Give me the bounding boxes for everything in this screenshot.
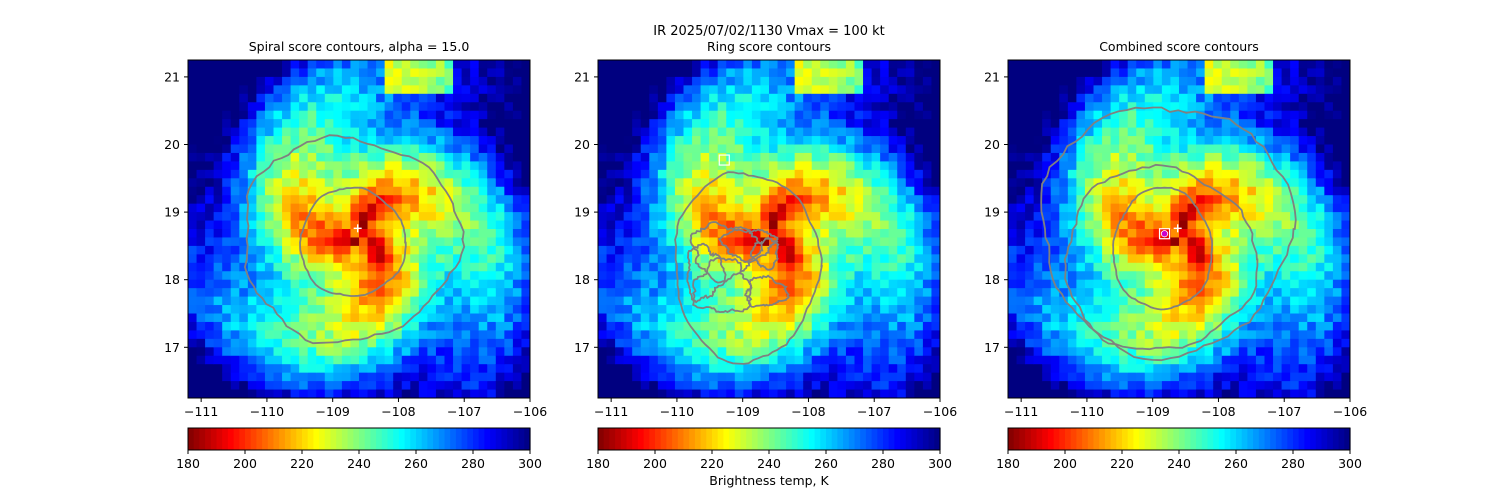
y-tick-label: 19 — [984, 205, 1000, 220]
y-tick-label: 21 — [984, 69, 1000, 84]
colorbar-tick-label: 260 — [814, 456, 838, 471]
colorbar-tick-label: 200 — [643, 456, 667, 471]
panel-title: Combined score contours — [1099, 39, 1259, 54]
x-tick-label: −111 — [184, 404, 218, 419]
colorbar-3: 180 200 220 240 260 280 300 — [996, 428, 1362, 471]
x-tick-label: −111 — [594, 404, 628, 419]
panels: Spiral score contours, alpha = 15.0 −111 −… — [164, 39, 1367, 488]
colorbar-tick-label: 220 — [700, 456, 724, 471]
colorbar-tick-label: 260 — [1224, 456, 1248, 471]
x-tick-label: −111 — [1004, 404, 1038, 419]
y-tick-label: 21 — [574, 69, 590, 84]
x-tick-label: −108 — [791, 404, 825, 419]
colorbar-tick-label: 200 — [233, 456, 257, 471]
x-tick-label: −106 — [1333, 404, 1367, 419]
y-tick-label: 17 — [164, 340, 180, 355]
colorbar-tick-label: 240 — [757, 456, 781, 471]
y-tick-label: 17 — [984, 340, 1000, 355]
panel-1: Spiral score contours, alpha = 15.0 −111 −… — [164, 39, 547, 471]
colorbar-label: Brightness temp, K — [709, 473, 829, 488]
colorbar-1: 180 200 220 240 260 280 300 — [176, 428, 542, 471]
y-tick-label: 19 — [574, 205, 590, 220]
x-tick-label: −107 — [447, 404, 481, 419]
panel-2: Ring score contours −111 −110 −109 −108 −107 −… — [574, 39, 957, 488]
colorbar-tick-label: 180 — [176, 456, 200, 471]
colorbar-tick-label: 180 — [996, 456, 1020, 471]
colorbar-tick-label: 280 — [461, 456, 485, 471]
x-tick-label: −106 — [513, 404, 547, 419]
x-tick-label: −110 — [1070, 404, 1104, 419]
colorbar-tick-label: 240 — [347, 456, 371, 471]
y-tick-label: 20 — [984, 137, 1000, 152]
x-tick-label: −107 — [1267, 404, 1301, 419]
y-tick-label: 21 — [164, 69, 180, 84]
y-tick-label: 20 — [574, 137, 590, 152]
x-tick-label: −108 — [1201, 404, 1235, 419]
y-tick-label: 18 — [164, 272, 180, 287]
colorbar-tick-label: 300 — [518, 456, 542, 471]
x-tick-label: −106 — [923, 404, 957, 419]
colorbar-tick-label: 240 — [1167, 456, 1191, 471]
colorbar-tick-label: 260 — [404, 456, 428, 471]
x-tick-label: −108 — [381, 404, 415, 419]
y-tick-label: 18 — [574, 272, 590, 287]
panel-title: Spiral score contours, alpha = 15.0 — [249, 39, 470, 54]
ir-image-2 — [598, 60, 941, 399]
ir-image-1 — [188, 60, 531, 399]
y-tick-label: 20 — [164, 137, 180, 152]
y-tick-label: 19 — [164, 205, 180, 220]
figure-header: IR 2025/07/02/1130 Vmax = 100 kt — [653, 24, 884, 39]
x-tick-label: −107 — [857, 404, 891, 419]
colorbar-tick-label: 300 — [1338, 456, 1362, 471]
panel-title: Ring score contours — [707, 39, 831, 54]
x-tick-label: −109 — [316, 404, 350, 419]
best-fix-marker — [1161, 231, 1167, 237]
colorbar-2: 180 200 220 240 260 280 300 Brightness temp, K — [586, 428, 952, 488]
panel-3: Combined score contours −111 −110 −109 −108 −… — [984, 39, 1367, 471]
x-tick-label: −109 — [1136, 404, 1170, 419]
colorbar-tick-label: 280 — [871, 456, 895, 471]
colorbar-tick-label: 220 — [290, 456, 314, 471]
colorbar-tick-label: 220 — [1110, 456, 1134, 471]
colorbar-tick-label: 180 — [586, 456, 610, 471]
x-tick-label: −110 — [660, 404, 694, 419]
colorbar-tick-label: 200 — [1053, 456, 1077, 471]
y-tick-label: 18 — [984, 272, 1000, 287]
x-tick-label: −110 — [250, 404, 284, 419]
x-tick-label: −109 — [726, 404, 760, 419]
colorbar-tick-label: 280 — [1281, 456, 1305, 471]
y-tick-label: 17 — [574, 340, 590, 355]
colorbar-tick-label: 300 — [928, 456, 952, 471]
